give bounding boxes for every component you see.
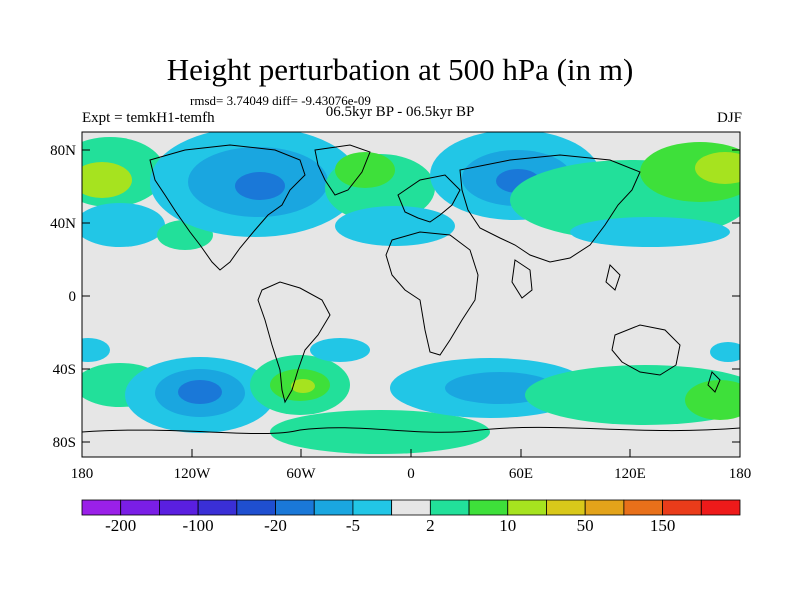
colorbar-label: 50 xyxy=(576,516,594,535)
lat-label-80s: 80S xyxy=(53,435,76,451)
coastlines xyxy=(82,144,740,435)
lat-label-0: 0 xyxy=(69,289,77,305)
lon-label-180e: 180 xyxy=(729,466,752,482)
colorbar-swatch xyxy=(507,499,547,516)
colorbar xyxy=(81,499,741,516)
colorbar-swatch xyxy=(81,499,122,516)
experiment-label: Expt = temkH1-temfh xyxy=(82,110,215,126)
lat-label-40n: 40N xyxy=(50,216,76,232)
colorbar-swatch xyxy=(623,499,663,516)
colorbar-label: 2 xyxy=(426,516,435,535)
colorbar-swatch xyxy=(236,499,276,516)
colorbar-label: -5 xyxy=(345,516,361,535)
colorbar-swatch xyxy=(468,499,509,516)
colorbar-label: 10 xyxy=(499,516,517,535)
lat-label-40s: 40S xyxy=(53,362,76,378)
period-label: 06.5kyr BP - 06.5kyr BP xyxy=(325,104,475,120)
colorbar-swatch xyxy=(275,499,315,516)
colorbar-swatch xyxy=(159,499,199,516)
season-label: DJF xyxy=(716,110,742,126)
colorbar-swatch xyxy=(662,499,702,516)
stats-text: rmsd= 3.74049 diff= -9.43076e-09 xyxy=(190,93,371,108)
lon-label-180w: 180 xyxy=(71,466,94,482)
lon-label-0: 0 xyxy=(407,466,415,482)
lat-label-80n: 80N xyxy=(50,143,76,159)
colorbar-swatch xyxy=(197,499,238,516)
colorbar-swatch xyxy=(391,499,431,516)
colorbar-swatch xyxy=(313,499,354,516)
lon-label-60e: 60E xyxy=(509,466,533,482)
colorbar-label: -20 xyxy=(264,516,287,535)
colorbar-label: -200 xyxy=(105,516,137,535)
colorbar-swatch xyxy=(546,499,586,516)
axis-ticks xyxy=(81,149,741,457)
lon-label-120e: 120E xyxy=(614,466,646,482)
colorbar-swatch xyxy=(352,499,393,516)
plot-title: Height perturbation at 500 hPa (in m) xyxy=(166,52,634,87)
colorbar-swatch xyxy=(429,499,470,516)
contour-field xyxy=(82,132,740,457)
lon-label-120w: 120W xyxy=(174,466,212,482)
colorbar-swatch xyxy=(584,499,625,516)
colorbar-label: -100 xyxy=(182,516,214,535)
colorbar-swatch xyxy=(700,499,741,516)
colorbar-label: 150 xyxy=(649,516,676,535)
colorbar-swatch xyxy=(120,499,160,516)
lon-label-60w: 60W xyxy=(286,466,316,482)
